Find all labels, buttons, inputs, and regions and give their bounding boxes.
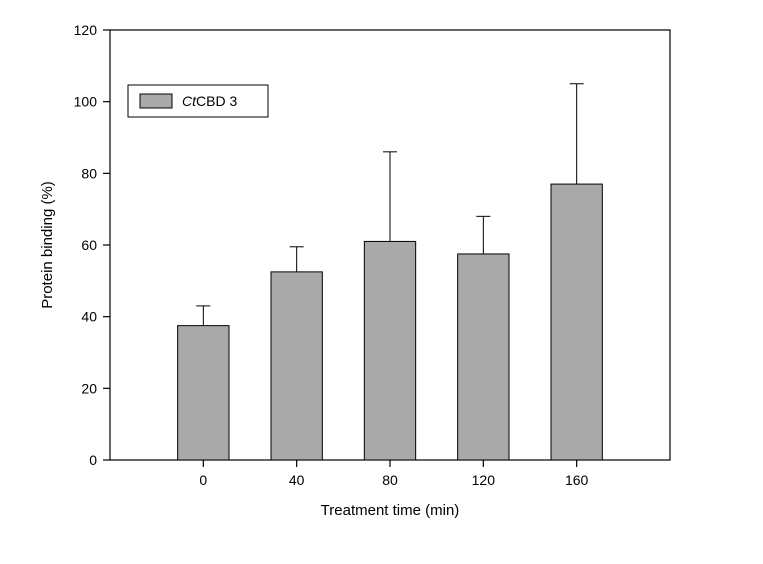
y-tick-label: 0 [89,452,97,468]
legend-label: CtCBD 3 [182,93,237,109]
bar [271,272,322,460]
y-tick-label: 40 [81,309,97,325]
bar [551,184,602,460]
y-tick-label: 100 [74,94,98,110]
x-tick-label: 40 [289,472,305,488]
y-tick-label: 80 [81,165,97,181]
x-tick-label: 80 [382,472,398,488]
x-tick-label: 0 [199,472,207,488]
bar [458,254,509,460]
legend-swatch [140,94,172,108]
x-axis-label: Treatment time (min) [321,502,460,519]
y-tick-label: 120 [74,22,98,38]
y-tick-label: 20 [81,380,97,396]
y-tick-label: 60 [81,237,97,253]
bar [178,326,229,460]
x-tick-label: 120 [472,472,496,488]
x-tick-label: 160 [565,472,589,488]
bar [364,241,415,460]
y-axis-label: Protein binding (%) [39,181,56,309]
bar-chart: 0 20 40 60 80 100 120 0 40 80 120 160 Protein bindin… [0,0,763,564]
